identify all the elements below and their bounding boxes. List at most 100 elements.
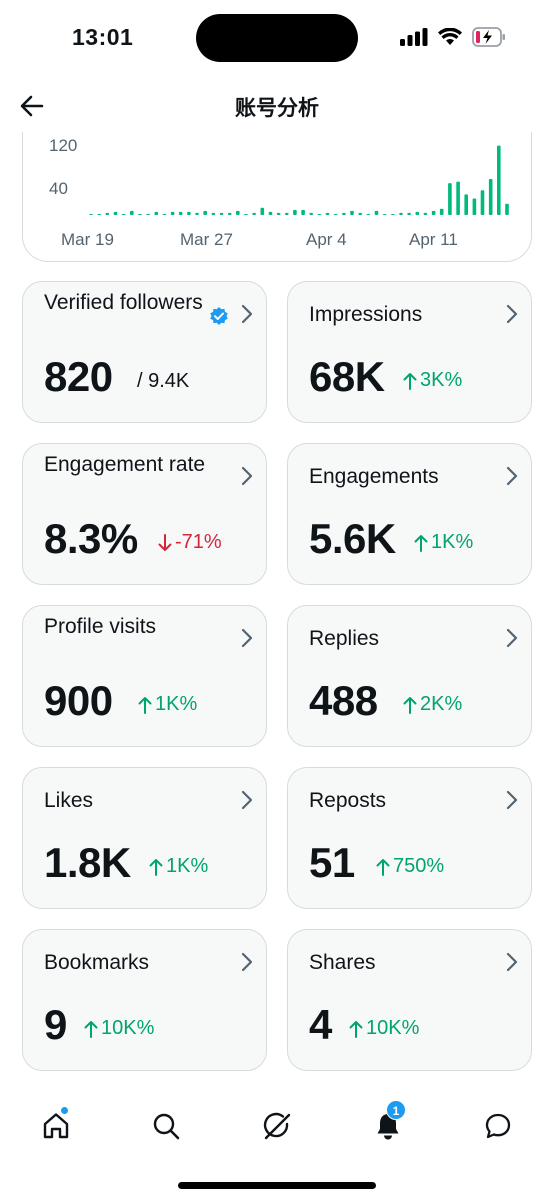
metric-delta-value: 750% (393, 855, 445, 877)
chart-bar (366, 214, 371, 215)
chart-bar (464, 194, 468, 215)
chevron-right-icon (240, 952, 254, 972)
home-notification-dot (60, 1106, 69, 1115)
metric-delta: 1K% (148, 855, 208, 878)
chevron-right-icon (505, 952, 519, 972)
chevron-right-icon (505, 466, 519, 486)
metric-delta-value: -71% (175, 531, 222, 553)
chart-bar (431, 210, 436, 215)
chart-bar (113, 211, 118, 215)
metric-delta-value: 1K% (431, 531, 474, 553)
chart-bar (105, 212, 110, 215)
verified-badge-icon (209, 306, 229, 326)
metric-delta: 10K% (83, 1017, 154, 1040)
metric-delta: 1K% (413, 531, 473, 554)
chart-bar (89, 214, 93, 215)
metric-label: Verified followers (44, 291, 203, 314)
chart-bar (391, 214, 395, 215)
arrow-up-icon (137, 695, 153, 715)
metric-card-reposts[interactable]: Reposts 51 750% (287, 767, 532, 909)
chart-bar (399, 212, 403, 215)
back-button[interactable] (16, 90, 48, 122)
metric-delta: 2K% (402, 693, 462, 716)
chart-bar (203, 210, 207, 215)
metric-delta: 1K% (137, 693, 197, 716)
chart-bar (293, 209, 297, 215)
arrow-down-icon (157, 533, 173, 553)
impressions-bar-chart: 120 40 Mar 19 Mar 27 Apr 4 Apr 11 (49, 136, 509, 249)
metric-card-engagements[interactable]: Engagements 5.6K 1K% (287, 443, 532, 585)
chart-bar (154, 211, 159, 215)
chart-bar (448, 183, 452, 215)
chart-bar (333, 214, 338, 215)
chart-bar (244, 214, 248, 215)
metric-value: 5.6K (309, 515, 396, 562)
chart-bar (374, 210, 379, 215)
search-icon (153, 1113, 180, 1140)
chevron-right-icon (240, 628, 254, 648)
metric-delta-value: 2K% (420, 693, 463, 715)
metric-delta-value: 1K% (155, 693, 198, 715)
metric-label: Profile visits (44, 615, 157, 638)
chart-bar (358, 212, 362, 215)
chart-bar (317, 214, 322, 215)
chart-bar (309, 212, 313, 215)
metric-delta: 10K% (348, 1017, 419, 1040)
metric-delta-value: 1K% (166, 855, 209, 877)
chart-bar (301, 209, 305, 215)
metric-card-bookmarks[interactable]: Bookmarks 9 10K% (22, 929, 267, 1071)
metric-card-likes[interactable]: Likes 1.8K 1K% (22, 767, 267, 909)
chart-bar (350, 210, 354, 215)
tab-grok[interactable] (259, 1108, 295, 1144)
chevron-right-icon (240, 466, 254, 486)
arrow-up-icon (375, 857, 391, 877)
chart-bar (178, 211, 183, 215)
metric-card-impressions[interactable]: Impressions 68K 3K% (287, 281, 532, 423)
metric-delta: 750% (375, 855, 444, 878)
chevron-right-icon (505, 628, 519, 648)
chart-bar (138, 214, 142, 215)
arrow-up-icon (348, 1019, 364, 1039)
home-icon (43, 1113, 69, 1139)
metric-label: Replies (309, 627, 380, 650)
metric-label: Impressions (309, 303, 423, 326)
metric-value: 51 (309, 839, 355, 886)
chevron-right-icon (505, 304, 519, 324)
arrow-up-icon (148, 857, 164, 877)
signal-icon (400, 28, 428, 46)
chart-bar (260, 207, 265, 215)
impressions-chart-card[interactable]: 120 40 Mar 19 Mar 27 Apr 4 Apr 11 (22, 132, 532, 262)
chart-bar (439, 208, 444, 215)
chart-bar (195, 212, 199, 215)
page-title: 账号分析 (235, 97, 319, 120)
arrow-left-icon (20, 95, 44, 117)
chart-bar (456, 181, 460, 215)
x-tick-label: Apr 11 (409, 230, 458, 249)
chart-bar (97, 214, 101, 215)
metric-card-shares[interactable]: Shares 4 10K% (287, 929, 532, 1071)
metric-card-replies[interactable]: Replies 488 2K% (287, 605, 532, 747)
chevron-right-icon (240, 790, 254, 810)
chart-bar (407, 212, 411, 215)
tab-messages[interactable] (480, 1108, 516, 1144)
y-tick-label: 40 (49, 179, 68, 198)
chart-bar (423, 212, 428, 215)
metric-card-engagement-rate[interactable]: Engagement rate 8.3% -71% (22, 443, 267, 585)
metric-delta-value: 10K% (366, 1017, 420, 1039)
metric-value: 8.3% (44, 515, 138, 562)
metric-value: 488 (309, 677, 378, 724)
chart-bar (488, 179, 493, 215)
chart-bar (146, 214, 150, 215)
chart-bar (415, 211, 420, 215)
status-icons (400, 24, 506, 50)
tab-notifications[interactable]: 1 (370, 1100, 406, 1144)
metric-card-verified-followers[interactable]: Verified followers 820 / 9.4K (22, 281, 267, 423)
chart-bar (187, 211, 191, 215)
status-bar: 13:01 (0, 0, 554, 76)
metric-card-profile-visits[interactable]: Profile visits 900 1K% (22, 605, 267, 747)
chevron-right-icon (505, 790, 519, 810)
tab-home[interactable] (38, 1106, 74, 1144)
tab-search[interactable] (148, 1108, 184, 1144)
chart-bar (325, 212, 330, 215)
metric-label: Engagement rate (44, 453, 206, 476)
